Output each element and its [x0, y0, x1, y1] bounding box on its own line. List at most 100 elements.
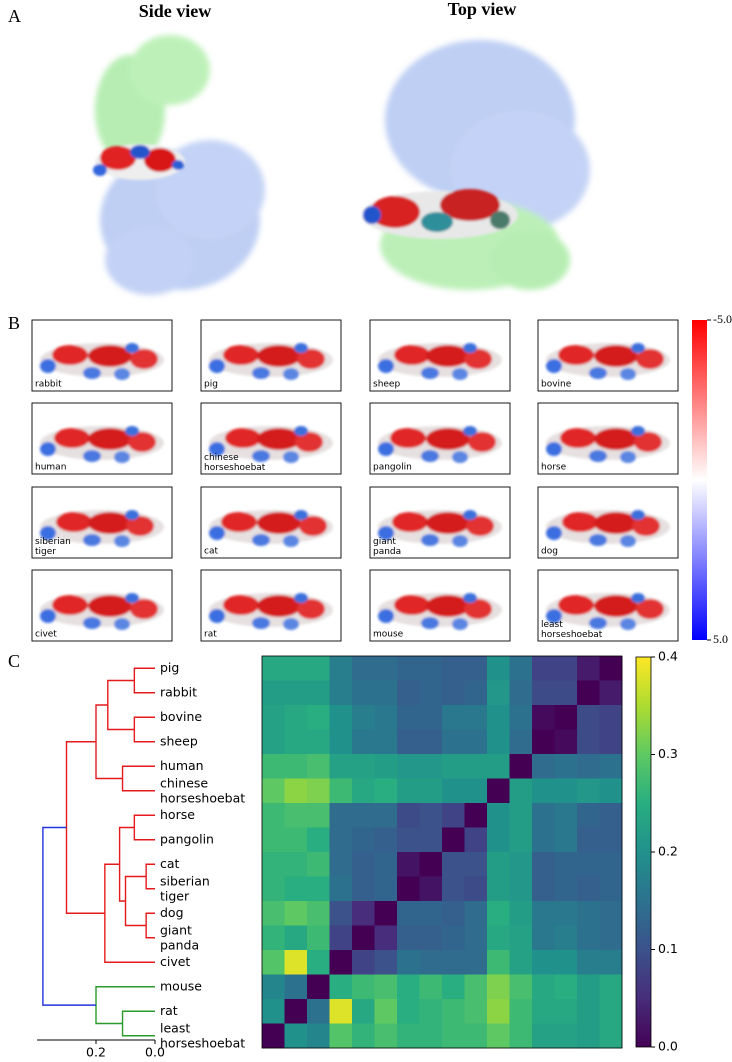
- surface-region: [452, 535, 468, 547]
- dendrogram-link: [95, 986, 155, 1025]
- heatmap-cell: [307, 974, 330, 1000]
- heatmap-cell: [374, 729, 398, 755]
- heatmap-cell: [464, 754, 488, 779]
- heatmap-cell: [577, 974, 600, 1000]
- heatmap-cell: [262, 778, 285, 804]
- species-label: bovine: [541, 380, 572, 390]
- species-label: rat: [204, 630, 217, 640]
- heatmap-cell: [487, 729, 510, 755]
- heatmap-cell: [284, 950, 308, 975]
- heatmap-cell: [397, 974, 420, 1000]
- surface-region: [257, 512, 301, 534]
- heatmap-cell: [464, 950, 488, 975]
- heatmap-cell: [262, 852, 285, 877]
- heatmap-cell: [532, 876, 555, 902]
- heatmap-cell: [464, 925, 488, 951]
- heatmap-cell: [419, 1023, 443, 1049]
- surface-region: [426, 345, 470, 367]
- heatmap-cell: [419, 729, 443, 755]
- surface-region: [466, 516, 494, 536]
- tick-label: -5.0: [713, 312, 732, 326]
- heatmap-cell: [464, 901, 488, 926]
- heatmap-cell: [329, 852, 353, 877]
- heatmap-cell: [487, 705, 510, 730]
- heatmap-cell: [397, 876, 420, 902]
- heatmap-cell: [442, 656, 465, 681]
- surface-region: [88, 595, 132, 617]
- heatmap-cell: [262, 950, 285, 975]
- heatmap-cell: [397, 803, 420, 828]
- dendrogram-link: [133, 667, 155, 694]
- heatmap-cell: [487, 999, 510, 1024]
- surface-region: [558, 345, 594, 365]
- dendrogram-link: [124, 875, 147, 927]
- heatmap-cell: [577, 827, 600, 853]
- heatmap-cell: [262, 656, 285, 681]
- surface-region: [40, 359, 56, 373]
- heatmap-cell: [397, 656, 420, 681]
- surface-region: [297, 599, 325, 619]
- heatmap-cell: [352, 974, 375, 1000]
- heatmap-cell: [599, 778, 623, 804]
- row-label: giant panda: [160, 922, 199, 952]
- heatmap-cell: [374, 778, 398, 804]
- heatmap-cell: [329, 827, 353, 853]
- species-label: sheep: [373, 380, 400, 390]
- heatmap-cell: [509, 656, 533, 681]
- heatmap-cell: [554, 778, 578, 804]
- surface-region: [40, 442, 56, 456]
- heatmap-cell: [599, 925, 623, 951]
- surface-region: [297, 349, 325, 369]
- surface-region: [294, 343, 308, 353]
- heatmap-cell: [329, 729, 353, 755]
- heatmap-cell: [487, 656, 510, 681]
- surface-region: [589, 367, 607, 379]
- heatmap-cell: [397, 950, 420, 975]
- heatmap-cell: [487, 827, 510, 853]
- heatmap-cell: [464, 1023, 488, 1049]
- dendrogram-link: [121, 1010, 155, 1037]
- surface-region: [52, 345, 88, 365]
- heatmap-cell: [577, 852, 600, 877]
- heatmap-cell: [554, 974, 578, 1000]
- row-label: human: [160, 758, 204, 773]
- species-label: siberian tiger: [35, 537, 74, 557]
- heatmap-cell: [419, 852, 443, 877]
- heatmap-cell: [532, 754, 555, 779]
- surface-region: [394, 595, 430, 615]
- species-label: human: [35, 463, 66, 473]
- species-label: mouse: [373, 630, 404, 640]
- surface-region: [294, 593, 308, 603]
- surface-region: [589, 534, 607, 546]
- surface-image: [546, 426, 670, 463]
- surface-region: [88, 512, 132, 534]
- row-label: rabbit: [160, 684, 197, 699]
- row-label: pangolin: [160, 831, 214, 846]
- heatmap-cell: [577, 705, 600, 730]
- top-view-image: [362, 40, 590, 290]
- heatmap-cell: [329, 876, 353, 902]
- surface-region: [589, 450, 607, 462]
- heatmap-cell: [532, 827, 555, 853]
- heatmap-cell: [577, 778, 600, 804]
- dendrogram-link: [95, 704, 123, 780]
- surface-region: [421, 617, 439, 629]
- heatmap-cell: [487, 680, 510, 706]
- heatmap-cell: [577, 999, 600, 1024]
- surface-region: [464, 349, 492, 369]
- surface-region: [463, 343, 477, 353]
- heatmap-cell: [307, 729, 330, 755]
- surface-region: [594, 345, 638, 367]
- heatmap-cell: [442, 974, 465, 1000]
- panel-label: B: [8, 313, 20, 333]
- surface-region: [636, 349, 664, 369]
- surface-image: [209, 426, 333, 463]
- heatmap-cell: [329, 999, 353, 1024]
- heatmap-cell: [374, 680, 398, 706]
- surface-region: [52, 595, 88, 615]
- surface-region: [114, 451, 130, 463]
- heatmap-cell: [419, 974, 443, 1000]
- surface-region: [221, 512, 257, 532]
- surface-region: [463, 426, 477, 436]
- heatmap-cell: [487, 950, 510, 975]
